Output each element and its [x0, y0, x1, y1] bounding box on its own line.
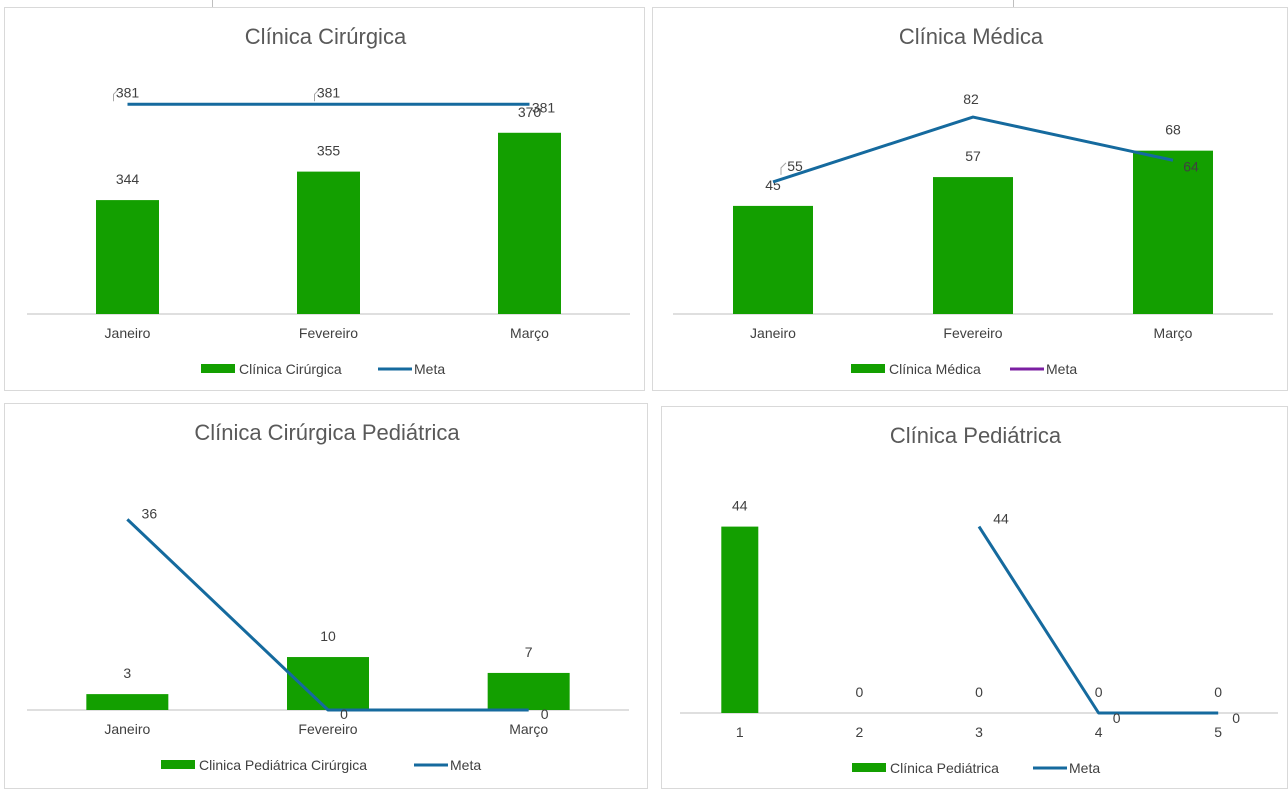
- chart1-legend-line-label: Meta: [1046, 361, 1077, 377]
- chart0-legend-bar-label: Clínica Cirúrgica: [239, 361, 342, 377]
- chart3-category-5: 5: [1214, 724, 1222, 740]
- chart3-category-1: 1: [736, 724, 744, 740]
- chart2-legend-bar-label: Clinica Pediátrica Cirúrgica: [199, 757, 367, 773]
- chart1-category-1: Janeiro: [750, 325, 796, 341]
- chart3-legend-line-label: Meta: [1069, 760, 1100, 776]
- chart2-bar-label-3: 7: [525, 644, 533, 660]
- chart1-category-3: Março: [1154, 325, 1193, 341]
- chart3-category-2: 2: [856, 724, 864, 740]
- chart1-meta-label-1: 55: [787, 158, 803, 174]
- chart3-meta-label-4: 0: [1113, 710, 1121, 726]
- chart2-title: Clínica Cirúrgica Pediátrica: [194, 420, 460, 445]
- chart-clinica-cirurgica-pediatrica-svg: Clínica Cirúrgica Pediátrica 3 10 7 36 0 0 Jane…: [27, 420, 629, 773]
- chart3-bar-label-5: 0: [1214, 684, 1222, 700]
- chart2-meta-line: [126, 518, 529, 712]
- chart2-legend-line-label: Meta: [450, 757, 481, 773]
- chart0-bar-1: [96, 200, 159, 314]
- chart0-bar-label-3: 370: [518, 104, 542, 120]
- chart2-bar-label-1: 3: [123, 665, 131, 681]
- chart-clinica-cirurgica: Clínica Cirúrgica 344 355 370 381 381 381 Janei…: [4, 7, 645, 391]
- chart2-bar-label-2: 10: [320, 628, 336, 644]
- chart0-category-2: Fevereiro: [299, 325, 358, 341]
- chart0-category-1: Janeiro: [105, 325, 151, 341]
- chart3-title: Clínica Pediátrica: [890, 423, 1062, 448]
- chart2-meta-label-2: 0: [340, 706, 348, 722]
- chart3-bar-label-3: 0: [975, 684, 983, 700]
- chart-clinica-pediatrica: Clínica Pediátrica 44 0 0 0 0 44 0 0 1 2 3 4 5 Clínica…: [661, 406, 1288, 789]
- chart3-meta-line: [977, 525, 1219, 715]
- chart1-meta-line: [772, 115, 1174, 184]
- chart0-meta-label-2: 381: [317, 84, 341, 100]
- chart1-meta-label-3: 64: [1183, 158, 1199, 174]
- chart3-bar-1: [721, 526, 759, 713]
- chart1-bar-2: [933, 177, 1013, 314]
- chart0-bar-3: [498, 132, 561, 314]
- chart1-bar-3: [1133, 150, 1213, 314]
- chart0-legend-bar-swatch: [201, 364, 235, 373]
- chart2-category-3: Março: [509, 721, 548, 737]
- chart0-meta-leader-1: [113, 88, 119, 102]
- chart1-bar-label-3: 68: [1165, 122, 1181, 138]
- chart1-legend-bar-swatch: [851, 364, 885, 373]
- chart1-meta-leader-1: [780, 162, 787, 175]
- chart3-bar-label-4: 0: [1095, 684, 1103, 700]
- chart2-meta-label-3: 0: [541, 706, 549, 722]
- chart0-bar-label-1: 344: [116, 171, 140, 187]
- chart3-meta-label-3: 44: [993, 511, 1009, 527]
- chart3-category-4: 4: [1095, 724, 1103, 740]
- chart3-legend-bar-label: Clínica Pediátrica: [890, 760, 999, 776]
- chart1-meta-label-2: 82: [963, 91, 979, 107]
- chart-clinica-cirurgica-pediatrica: Clínica Cirúrgica Pediátrica 3 10 7 36 0 0 Jane…: [4, 403, 648, 789]
- chart0-title: Clínica Cirúrgica: [245, 24, 407, 49]
- chart0-legend-line-label: Meta: [414, 361, 445, 377]
- chart1-category-2: Fevereiro: [943, 325, 1002, 341]
- chart1-title: Clínica Médica: [899, 24, 1044, 49]
- chart2-category-1: Janeiro: [104, 721, 150, 737]
- chart-clinica-medica: Clínica Médica 45 57 68 55 82 64 Janeiro Feverei…: [652, 7, 1288, 391]
- chart0-meta-leader-2: [314, 88, 320, 102]
- chart2-bar-1: [86, 694, 169, 710]
- chart1-legend-bar-label: Clínica Médica: [889, 361, 981, 377]
- top-divider-right: [1013, 0, 1014, 7]
- chart3-bar-label-1: 44: [732, 498, 748, 514]
- chart3-bar-label-2: 0: [856, 684, 864, 700]
- chart1-bar-label-2: 57: [965, 148, 981, 164]
- chart0-meta-label-1: 381: [116, 84, 140, 100]
- chart2-category-2: Fevereiro: [298, 721, 357, 737]
- chart2-meta-label-1: 36: [142, 505, 158, 521]
- chart1-bar-1: [733, 205, 813, 314]
- chart3-legend-bar-swatch: [852, 763, 886, 772]
- top-divider-left: [212, 0, 213, 7]
- chart2-bar-3: [487, 672, 570, 710]
- chart3-meta-label-5: 0: [1232, 710, 1240, 726]
- chart0-bar-2: [297, 171, 360, 314]
- chart0-meta-label-3: 381: [532, 99, 556, 115]
- chart3-category-3: 3: [975, 724, 983, 740]
- chart2-legend-bar-swatch: [161, 760, 195, 769]
- chart0-bar-label-2: 355: [317, 143, 341, 159]
- chart0-category-3: Março: [510, 325, 549, 341]
